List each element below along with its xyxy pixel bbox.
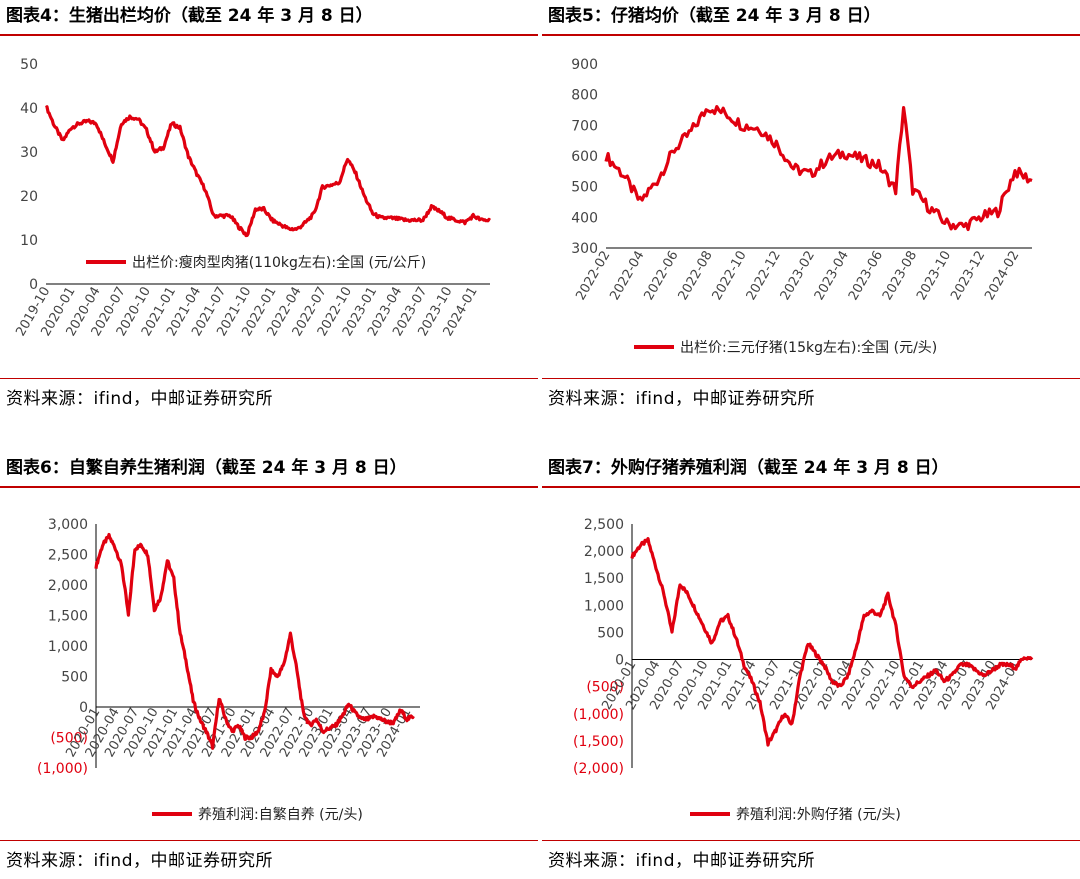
source-rule [0,840,538,841]
legend: 养殖利润:自繁自养 (元/头) [152,806,363,823]
y-tick-label: 1,000 [48,639,88,655]
source-note: 资料来源：ifind，中邮证券研究所 [548,851,815,871]
panel-title: 图表6：自繁自养生猪利润（截至 24 年 3 月 8 日） [6,458,407,478]
y-tick-label: 2,000 [584,544,624,560]
y-tick-label: 0 [615,653,624,669]
legend: 养殖利润:外购仔猪 (元/头) [690,806,901,823]
series-line [630,536,1034,747]
title-rule [542,486,1080,488]
series-line [94,532,415,750]
panel-figure-5: 图表5：仔猪均价（截至 24 年 3 月 8 日） 300 400 500 600 70… [542,0,1080,440]
legend: 出栏价:瘦肉型肉猪(110kg左右):全国 (元/公斤) [86,254,426,271]
y-tick-label: 30 [20,145,38,161]
source-note: 资料来源：ifind，中邮证券研究所 [6,851,273,871]
source-rule [542,378,1080,379]
series-line [45,105,491,238]
line-chart: 3004005006007008009002022-022022-042022-… [571,57,1033,356]
y-tick-label: (1,000) [573,707,624,723]
y-tick-label: 2,500 [48,548,88,564]
y-tick-label: 2,500 [584,517,624,533]
y-tick-label: 900 [571,57,598,73]
legend-label: 养殖利润:自繁自养 (元/头) [198,806,363,823]
y-tick-label: 700 [571,118,598,134]
y-tick-label: 1,500 [48,609,88,625]
line-chart: (2,000) (1,500) (1,000) (500) 0 500 1,000 1,500… [573,517,1034,823]
y-tick-label: 500 [61,670,88,686]
panel-figure-4: 图表4：生猪出栏均价（截至 24 年 3 月 8 日） 0 10 20 30 40 50 2… [0,0,538,440]
y-tick-label: 500 [571,180,598,196]
panel-title: 图表4：生猪出栏均价（截至 24 年 3 月 8 日） [6,6,373,26]
y-tick-label: 40 [20,101,38,117]
y-tick-label: 800 [571,88,598,104]
source-rule [542,840,1080,841]
y-tick-label: 50 [20,57,38,73]
panel-figure-6: 图表6：自繁自养生猪利润（截至 24 年 3 月 8 日） (1,000) (50… [0,452,538,879]
title-rule [0,34,538,36]
source-note: 资料来源：ifind，中邮证券研究所 [6,389,273,409]
line-chart: 010203040502019-102020-012020-042020-072… [13,57,491,339]
y-tick-label: 20 [20,189,38,205]
y-tick-label: 10 [20,233,38,249]
title-rule [0,486,538,488]
title-rule [542,34,1080,36]
legend: 出栏价:三元仔猪(15kg左右):全国 (元/头) [634,339,937,356]
legend-label: 出栏价:三元仔猪(15kg左右):全国 (元/头) [680,339,937,356]
y-tick-label: 1,000 [584,598,624,614]
y-tick-label: (1,500) [573,734,624,750]
legend-label: 出栏价:瘦肉型肉猪(110kg左右):全国 (元/公斤) [132,254,426,271]
y-tick-label: 2,000 [48,578,88,594]
legend-label: 养殖利润:外购仔猪 (元/头) [736,806,901,823]
y-tick-label: 3,000 [48,517,88,533]
y-tick-label: (1,000) [37,761,88,777]
line-chart: (1,000) (500) 0 500 1,000 1,500 2,000 2,500 3,00… [37,517,420,823]
y-tick-label: 500 [597,625,624,641]
y-tick-label: (2,000) [573,761,624,777]
series-line [604,104,1033,232]
y-tick-label: 0 [29,277,38,293]
y-tick-label: 600 [571,149,598,165]
panel-title: 图表5：仔猪均价（截至 24 年 3 月 8 日） [548,6,881,26]
y-tick-label: 400 [571,210,598,226]
y-tick-label: (500) [50,731,88,747]
panel-figure-7: 图表7：外购仔猪养殖利润（截至 24 年 3 月 8 日） (2,000) (1,… [542,452,1080,879]
y-tick-label: 1,500 [584,571,624,587]
panel-title: 图表7：外购仔猪养殖利润（截至 24 年 3 月 8 日） [548,458,949,478]
source-rule [0,378,538,379]
y-tick-label: (500) [586,680,624,696]
y-tick-label: 0 [79,700,88,716]
x-tick-label: 2024-02 [982,248,1022,303]
source-note: 资料来源：ifind，中邮证券研究所 [548,389,815,409]
y-tick-label: 300 [571,241,598,257]
